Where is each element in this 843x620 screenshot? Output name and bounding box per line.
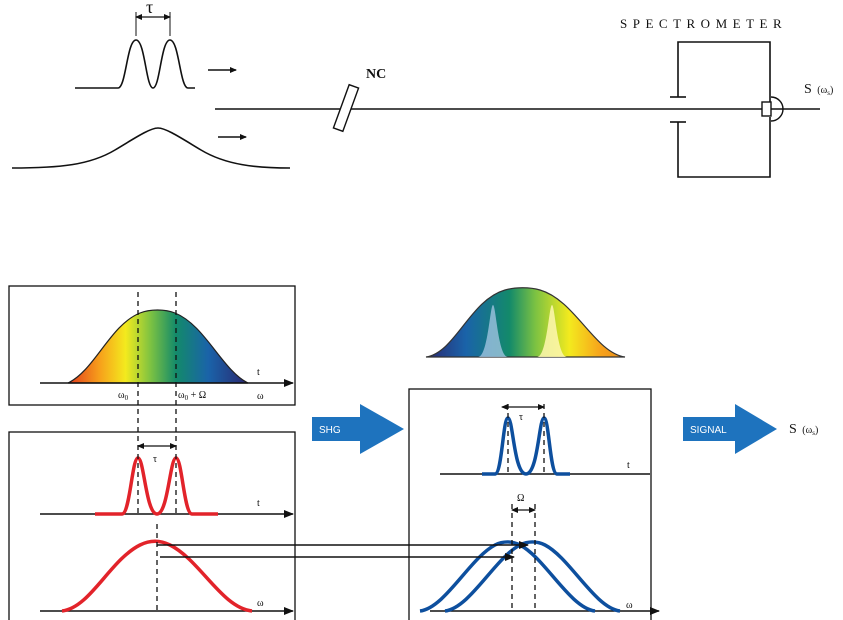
left-pulse-panel: t τ ω — [8, 431, 296, 620]
top-setup: τ NC SPECTROMETER S (ωs) — [11, 0, 833, 178]
right-axis-omega-label: ω — [626, 600, 633, 611]
axis-omega-label: ω — [257, 391, 264, 402]
sh-peak-right — [537, 305, 567, 357]
spectrometer-label: SPECTROMETER — [620, 16, 787, 31]
freq-axis-omega-label: ω — [257, 598, 264, 609]
Omega-label: Ω — [517, 493, 524, 504]
tau-label: τ — [146, 0, 153, 17]
axis-t-label: t — [257, 367, 260, 378]
right-axis-t-label: t — [627, 460, 630, 471]
signal-arrow: SIGNAL — [683, 404, 777, 454]
detector-dome — [770, 96, 784, 122]
left-guide-lines — [137, 292, 177, 611]
left-spectrum-panel: t ω ω0 ω0 + Ω — [8, 285, 296, 406]
signal-output-label: S (ωs) — [789, 422, 818, 437]
broad-pulse-trace — [11, 127, 291, 169]
nonlinear-crystal — [332, 83, 360, 133]
spectrometer-box — [677, 41, 771, 178]
omega0-plus-Omega-label: ω0 + Ω — [178, 390, 206, 402]
pulse-axis-t-label: t — [257, 498, 260, 509]
right-pulse-panel: t τ ω Ω — [408, 388, 660, 620]
spectrum-gradient-fill — [67, 309, 249, 384]
shg-label: SHG — [319, 425, 341, 436]
sh-peak-left — [478, 305, 508, 357]
blue-spectrum-right — [444, 540, 621, 613]
red-double-pulse — [95, 456, 218, 516]
red-broad-spectrum — [61, 539, 253, 613]
left-tau-label: τ — [153, 454, 157, 465]
sh-spectrum-icon — [425, 287, 626, 358]
signal-label: SIGNAL — [690, 425, 727, 436]
right-tau-label: τ — [519, 412, 523, 423]
blue-double-pulse — [482, 416, 570, 476]
signal-s-label: S (ωs) — [804, 82, 833, 97]
blue-spectrum-left — [419, 540, 596, 613]
detector — [761, 101, 772, 117]
omega0-label: ω0 — [118, 390, 129, 402]
nc-label: NC — [366, 67, 386, 82]
shg-arrow: SHG — [312, 404, 404, 454]
double-pulse-trace — [75, 39, 195, 89]
frequency-shift-arrows — [157, 541, 529, 561]
